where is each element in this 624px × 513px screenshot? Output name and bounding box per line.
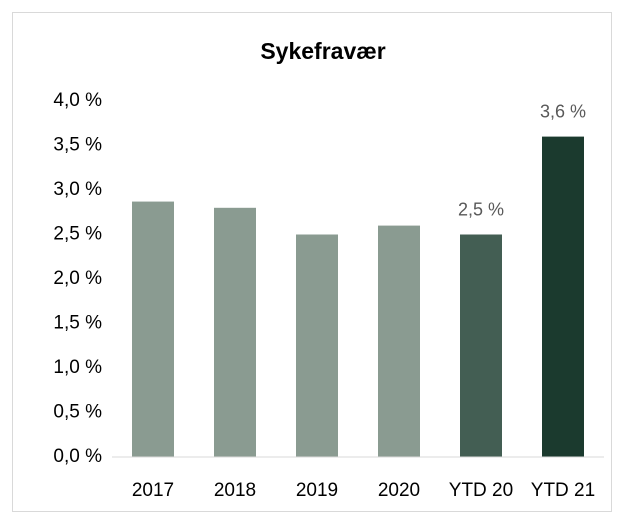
y-tick-label: 0,5 % bbox=[53, 402, 102, 423]
data-label: 3,6 % bbox=[540, 101, 586, 121]
bar bbox=[378, 225, 420, 457]
x-tick-label: YTD 21 bbox=[531, 480, 595, 501]
data-label: 2,5 % bbox=[458, 199, 504, 219]
x-tick-label: 2020 bbox=[378, 480, 420, 501]
bar bbox=[132, 201, 174, 457]
bar bbox=[214, 207, 256, 457]
x-tick-label: 2017 bbox=[132, 480, 174, 501]
y-tick-label: 3,5 % bbox=[53, 135, 102, 156]
chart-title: Sykefravær bbox=[260, 38, 385, 64]
y-tick-label: 0,0 % bbox=[53, 446, 102, 467]
y-tick-label: 4,0 % bbox=[53, 90, 102, 111]
x-tick-label: 2019 bbox=[296, 480, 338, 501]
bar bbox=[296, 234, 338, 457]
y-tick-label: 1,5 % bbox=[53, 313, 102, 334]
x-tick-label: 2018 bbox=[214, 480, 256, 501]
bar bbox=[460, 234, 502, 457]
y-tick-label: 2,5 % bbox=[53, 224, 102, 245]
x-tick-label: YTD 20 bbox=[449, 480, 513, 501]
y-tick-label: 1,0 % bbox=[53, 357, 102, 378]
y-tick-label: 3,0 % bbox=[53, 179, 102, 200]
bar bbox=[542, 136, 584, 457]
y-tick-label: 2,0 % bbox=[53, 268, 102, 289]
